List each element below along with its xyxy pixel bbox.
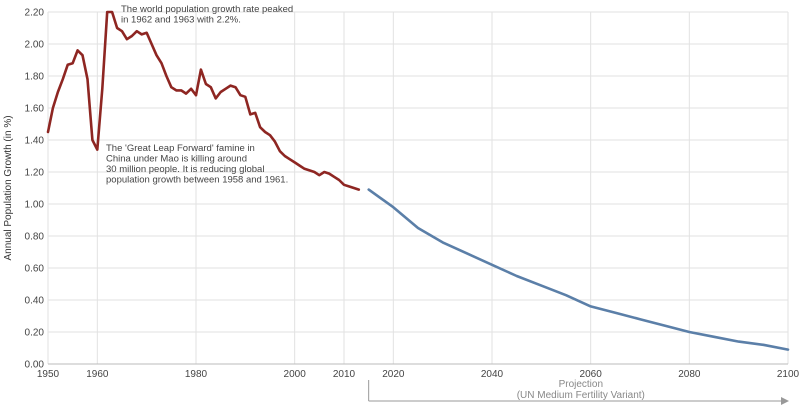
y-tick-label: 0.40: [25, 296, 45, 307]
y-tick-label: 1.00: [25, 200, 45, 211]
x-tick-label: 1980: [185, 369, 208, 380]
annotations: The world population growth rate peakedi…: [106, 4, 789, 405]
x-tick-label: 2020: [382, 369, 405, 380]
y-tick-label: 0.80: [25, 232, 45, 243]
x-tick-label: 1960: [86, 369, 109, 380]
axes: 0.00 0.20 0.40 0.60 0.80 1.00 1.20 1.40 1.60 1.80…: [3, 8, 800, 381]
projection-arrow-head: [781, 397, 789, 405]
x-tick-label: 2080: [678, 369, 701, 380]
y-tick-label: 2.20: [25, 8, 45, 19]
annotation-text: The world population growth rate peaked: [121, 4, 293, 15]
x-tick-label: 2010: [333, 369, 356, 380]
series-lines: [46, 10, 790, 351]
x-tick-label: 2100: [777, 369, 800, 380]
y-tick-label: 1.60: [25, 104, 45, 115]
x-tick-label: 1950: [37, 369, 60, 380]
annotation-text: The 'Great Leap Forward' famine in: [106, 143, 255, 154]
y-tick-label: 2.00: [25, 40, 45, 51]
projection-series-line: [367, 188, 790, 351]
y-axis-title: Annual Population Growth (in %): [3, 115, 14, 260]
annotation-text: population growth between 1958 and 1961.: [106, 175, 288, 186]
annotation-text: 30 million people. It is reducing global: [106, 164, 264, 175]
y-tick-label: 0.60: [25, 264, 45, 275]
annotation-text: China under Mao is killing around: [106, 154, 247, 165]
x-tick-label: 2000: [284, 369, 307, 380]
annotation-text: in 1962 and 1963 with 2.2%.: [121, 15, 241, 26]
y-tick-label: 1.40: [25, 136, 45, 147]
x-tick-label: 2040: [481, 369, 504, 380]
grid-lines: [47, 11, 789, 365]
y-tick-label: 1.20: [25, 168, 45, 179]
projection-label: (UN Medium Fertility Variant): [517, 390, 645, 401]
y-tick-label: 0.20: [25, 328, 45, 339]
y-tick-label: 0.00: [25, 360, 45, 371]
y-tick-label: 1.80: [25, 72, 45, 83]
x-tick-label: 2060: [580, 369, 603, 380]
projection-label: Projection: [559, 379, 603, 390]
historical-series-line: [46, 10, 361, 191]
